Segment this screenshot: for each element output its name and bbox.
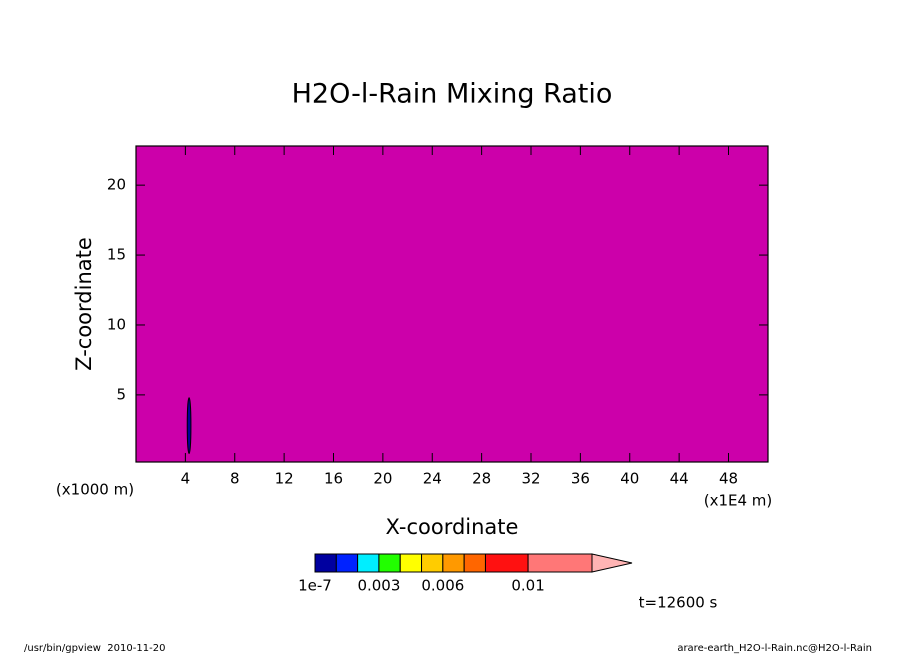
y-tick-label: 10 <box>107 315 126 333</box>
colorbar-box <box>484 553 529 573</box>
colorbar-tick-label: 0.006 <box>421 577 464 595</box>
colorbar-extension <box>591 553 633 573</box>
x-unit-label: (x1E4 m) <box>704 492 773 510</box>
x-tick-label: 48 <box>719 470 738 488</box>
colorbar-tick-label: 0.01 <box>511 577 544 595</box>
x-tick-label: 40 <box>620 470 639 488</box>
y-unit-label: (x1000 m) <box>56 481 134 499</box>
y-tick-label: 15 <box>107 246 126 264</box>
y-tick-label: 5 <box>116 385 126 403</box>
contour-region <box>186 397 192 455</box>
colorbar-box <box>335 553 359 573</box>
colorbar-box <box>314 553 337 573</box>
chart-title: H2O-l-Rain Mixing Ratio <box>292 79 613 110</box>
y-tick-label: 20 <box>107 176 126 194</box>
x-tick-label: 16 <box>324 470 343 488</box>
x-tick-label: 32 <box>521 470 540 488</box>
x-tick-label: 4 <box>181 470 191 488</box>
annotation: t=12600 s <box>639 594 718 612</box>
x-tick-label: 24 <box>423 470 442 488</box>
x-tick-label: 8 <box>230 470 240 488</box>
footer-right: arare-earth_H2O-l-Rain.nc@H2O-l-Rain <box>677 643 872 654</box>
x-tick-label: 28 <box>472 470 491 488</box>
colorbar-box <box>399 553 423 573</box>
x-tick-label: 12 <box>275 470 294 488</box>
colorbar-box <box>421 553 444 573</box>
colorbar-box <box>527 553 593 573</box>
colorbar-box <box>442 553 465 573</box>
footer-left: /usr/bin/gpview 2010-11-20 <box>24 643 165 654</box>
colorbar-box <box>357 553 380 573</box>
x-tick-label: 20 <box>373 470 392 488</box>
plot-frame <box>135 145 769 463</box>
colorbar-box <box>463 553 486 573</box>
x-tick-label: 36 <box>571 470 590 488</box>
x-axis-label: X-coordinate <box>386 515 519 539</box>
plot-background <box>136 146 768 462</box>
colorbar-tick-label: 1e-7 <box>298 577 332 595</box>
x-tick-label: 44 <box>670 470 689 488</box>
y-axis-label: Z-coordinate <box>72 237 96 371</box>
colorbar-tick-label: 0.003 <box>357 577 400 595</box>
colorbar-box <box>378 553 401 573</box>
